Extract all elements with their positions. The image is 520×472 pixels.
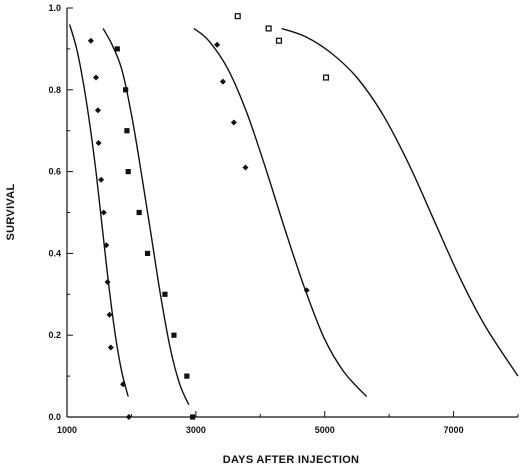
fit-curve-2 <box>102 28 190 405</box>
x-ticks: 1000 3000 5000 7000 <box>57 411 519 435</box>
data-point-hollow-square <box>275 37 283 44</box>
x-tick-label: 7000 <box>444 425 464 435</box>
data-point-square <box>125 169 131 175</box>
data-point-diamond <box>214 41 221 48</box>
fitted-curves <box>68 24 519 405</box>
data-point-diamond <box>98 176 105 183</box>
data-points <box>87 13 330 420</box>
data-point-square <box>114 46 120 52</box>
y-tick-label: 0.8 <box>48 85 61 95</box>
y-tick-label: 0.6 <box>48 167 61 177</box>
x-tick-label: 5000 <box>315 425 335 435</box>
data-point-diamond <box>125 414 132 420</box>
y-axis-label: SURVIVAL <box>5 183 17 240</box>
data-point-square <box>136 209 142 216</box>
fit-curve-1 <box>68 24 129 397</box>
data-point-diamond <box>92 74 99 81</box>
data-point-diamond <box>95 139 102 146</box>
y-ticks: 0.0 0.2 0.4 0.6 0.8 1.0 <box>48 3 73 422</box>
data-point-diamond <box>103 242 110 249</box>
data-point-hollow-square <box>265 25 272 32</box>
data-point-square <box>190 414 196 420</box>
data-point-diamond <box>303 287 310 294</box>
data-point-diamond <box>104 279 111 286</box>
data-point-hollow-square <box>234 13 241 20</box>
data-point-square <box>162 291 168 297</box>
fit-curve-3 <box>193 27 368 398</box>
data-point-diamond <box>242 164 249 171</box>
data-point-square <box>144 250 151 256</box>
data-point-square <box>184 373 190 379</box>
x-axis-label: DAYS AFTER INJECTION <box>223 454 360 466</box>
data-point-diamond <box>87 37 94 44</box>
y-tick-label: 0.0 <box>48 412 61 422</box>
data-point-diamond <box>100 209 107 216</box>
data-point-diamond <box>106 311 113 318</box>
y-tick-label: 1.0 <box>48 3 61 13</box>
x-tick-label: 1000 <box>57 425 77 435</box>
axes <box>66 8 518 418</box>
data-point-diamond <box>107 344 114 351</box>
data-point-diamond <box>230 119 237 126</box>
x-tick-label: 3000 <box>186 425 206 435</box>
data-point-diamond <box>94 107 101 114</box>
data-point-hollow-square <box>322 74 330 81</box>
y-tick-label: 0.4 <box>48 248 61 258</box>
data-point-square <box>124 128 130 134</box>
fit-curve-4 <box>281 27 519 377</box>
data-point-square <box>123 87 129 93</box>
data-point-diamond <box>120 381 127 388</box>
data-point-diamond <box>219 78 226 85</box>
y-tick-label: 0.2 <box>48 330 61 340</box>
data-point-square <box>171 332 177 338</box>
